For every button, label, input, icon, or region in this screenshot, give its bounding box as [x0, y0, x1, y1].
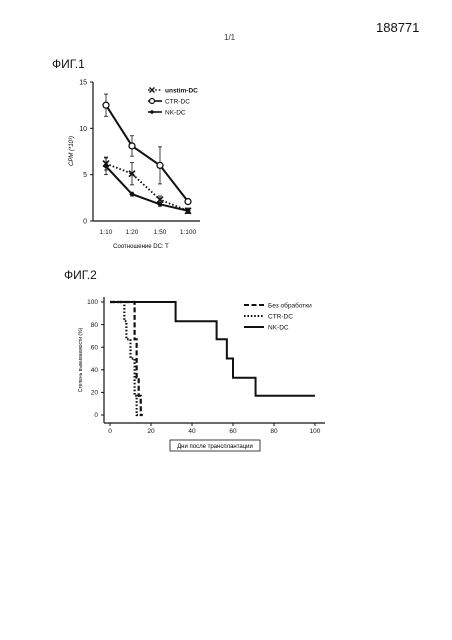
y-tick-label: 0 — [83, 219, 87, 226]
x-tick-label: 1:50 — [154, 229, 167, 236]
point-marker — [102, 101, 110, 109]
x-tick-label: 1:20 — [126, 229, 139, 236]
point-marker — [128, 170, 136, 178]
figure-2-label: ФИГ.2 — [64, 268, 97, 282]
page-number: 1/1 — [224, 33, 236, 42]
point-marker — [185, 208, 191, 214]
point-marker — [156, 196, 164, 204]
x-axis-label: Соотношение DC: T — [113, 244, 169, 250]
x-tick-label: 1:10 — [100, 229, 113, 236]
point-marker — [103, 163, 109, 170]
y-tick-label: 5 — [83, 172, 87, 179]
legend-label-2: NK-DC — [165, 110, 186, 117]
legend-label-0: unstim-DC — [165, 88, 198, 95]
y-axis-label: CPM (*10³) — [69, 136, 75, 166]
series-line-0 — [105, 162, 189, 212]
legend-marker — [148, 97, 156, 105]
y-tick-label: 10 — [79, 126, 87, 133]
y-tick-label: 15 — [79, 80, 87, 87]
legend-marker — [149, 109, 155, 115]
x-tick-label: 1:100 — [180, 229, 197, 236]
figure-1-label: ФИГ.1 — [52, 57, 85, 71]
legend-label-1: CTR-DC — [165, 99, 190, 106]
patent-number: 188771 — [376, 20, 420, 35]
point-marker — [157, 201, 163, 208]
point-marker — [184, 197, 192, 206]
series-line-2 — [105, 165, 189, 212]
point-marker — [128, 142, 136, 150]
point-marker — [129, 191, 135, 197]
point-marker — [156, 161, 164, 170]
series-line-1 — [105, 104, 189, 203]
legend-marker — [149, 87, 155, 93]
